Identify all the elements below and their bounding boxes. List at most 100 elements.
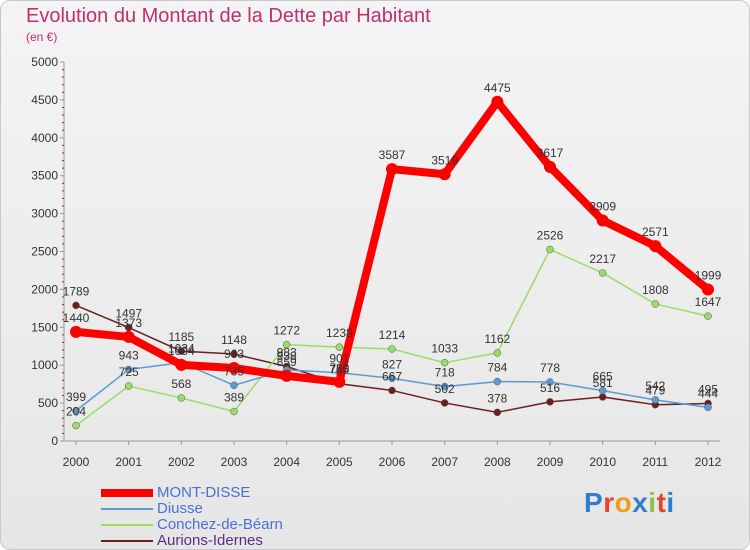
y-tick-label: 2500 <box>31 245 58 259</box>
legend-label: Aurions-Idernes <box>157 532 263 549</box>
data-label: 444 <box>698 386 718 400</box>
data-label: 581 <box>593 376 613 390</box>
legend-label: MONT-DISSE <box>157 484 251 501</box>
data-label: 1440 <box>63 311 90 325</box>
data-label: 943 <box>119 349 139 363</box>
y-tick-label: 4000 <box>31 131 58 145</box>
data-label: 780 <box>329 361 349 375</box>
y-tick-label: 1500 <box>31 320 58 334</box>
data-label: 2909 <box>589 199 616 213</box>
data-label: 4475 <box>484 81 511 95</box>
data-label: 756 <box>329 363 349 377</box>
data-point <box>702 283 714 296</box>
data-label: 778 <box>540 361 560 375</box>
data-point <box>72 301 80 310</box>
data-point <box>388 374 396 383</box>
data-label: 725 <box>119 365 139 379</box>
legend-swatch <box>101 540 153 542</box>
data-point <box>388 345 396 353</box>
data-point <box>335 343 344 351</box>
data-point <box>491 95 504 108</box>
data-label: 502 <box>435 382 455 396</box>
legend-item: MONT-DISSE <box>101 485 283 501</box>
x-tick-label: 2000 <box>63 455 90 469</box>
data-point <box>388 386 396 395</box>
data-label: 516 <box>540 381 560 395</box>
data-point <box>596 214 609 227</box>
data-point <box>546 245 554 254</box>
data-point <box>70 325 82 338</box>
logo-letter: P <box>584 487 604 518</box>
data-label: 784 <box>487 361 507 375</box>
data-label: 859 <box>277 355 297 369</box>
data-point <box>230 381 238 390</box>
data-point <box>651 396 660 404</box>
legend-label: Conchez-de-Béarn <box>157 516 283 533</box>
legend-swatch <box>101 524 153 526</box>
data-point <box>228 362 240 375</box>
x-tick-label: 2012 <box>695 455 722 469</box>
data-point <box>122 330 135 343</box>
data-label: 1272 <box>273 324 300 338</box>
data-point <box>438 168 451 181</box>
data-point <box>440 382 449 391</box>
logo-letter: x <box>632 487 649 518</box>
data-point <box>598 386 607 395</box>
data-label: 204 <box>66 405 86 419</box>
x-tick-label: 2010 <box>589 455 616 469</box>
data-point <box>386 163 398 176</box>
data-point <box>72 407 80 415</box>
data-label: 1148 <box>221 333 247 347</box>
legend-item: Diusse <box>101 501 283 517</box>
data-point <box>72 421 80 430</box>
logo-letter: t <box>656 487 667 518</box>
data-point <box>651 300 660 308</box>
data-point <box>175 358 188 371</box>
x-tick-label: 2011 <box>642 455 668 469</box>
x-tick-label: 2008 <box>484 455 511 469</box>
data-point <box>280 369 293 382</box>
proxiti-logo: Proxiti <box>584 487 675 519</box>
y-tick-label: 2000 <box>31 282 58 296</box>
x-tick-label: 2002 <box>168 455 195 469</box>
data-label: 3519 <box>431 153 458 167</box>
data-label: 718 <box>435 366 455 380</box>
data-label: 1162 <box>484 332 510 346</box>
legend-item: Conchez-de-Béarn <box>101 517 283 533</box>
data-label: 378 <box>487 391 507 405</box>
data-point <box>282 340 291 349</box>
data-point <box>124 382 133 390</box>
data-point <box>546 398 554 406</box>
chart-title: Evolution du Montant de la Dette par Hab… <box>26 5 431 27</box>
data-point <box>177 394 186 402</box>
chart-subtitle: (en €) <box>26 30 58 44</box>
x-tick-label: 2006 <box>379 455 406 469</box>
data-label: 1033 <box>431 342 458 356</box>
data-point <box>440 399 449 407</box>
legend: MONT-DISSE Diusse Conchez-de-Béarn Aurions-… <box>101 485 283 549</box>
data-label: 938 <box>277 349 297 363</box>
data-label: 3587 <box>379 148 406 162</box>
data-point <box>598 269 607 277</box>
data-label: 901 <box>329 352 349 366</box>
x-tick-label: 2009 <box>537 455 564 469</box>
data-label: 735 <box>224 364 244 378</box>
x-tick-label: 2005 <box>326 455 353 469</box>
data-label: 827 <box>382 357 402 371</box>
y-tick-label: 1000 <box>31 358 58 372</box>
data-label: 2571 <box>642 225 669 239</box>
data-label: 1185 <box>168 330 194 344</box>
legend-label: Diusse <box>157 500 203 517</box>
data-point <box>333 375 346 388</box>
data-label: 479 <box>645 384 665 398</box>
data-label: 3617 <box>537 146 564 160</box>
logo-letter: o <box>614 487 633 518</box>
y-tick-label: 4500 <box>31 93 58 107</box>
data-label: 1789 <box>63 284 90 298</box>
data-point <box>177 347 186 355</box>
y-tick-label: 3000 <box>31 207 58 221</box>
data-label: 983 <box>277 345 297 359</box>
data-point <box>493 349 502 357</box>
